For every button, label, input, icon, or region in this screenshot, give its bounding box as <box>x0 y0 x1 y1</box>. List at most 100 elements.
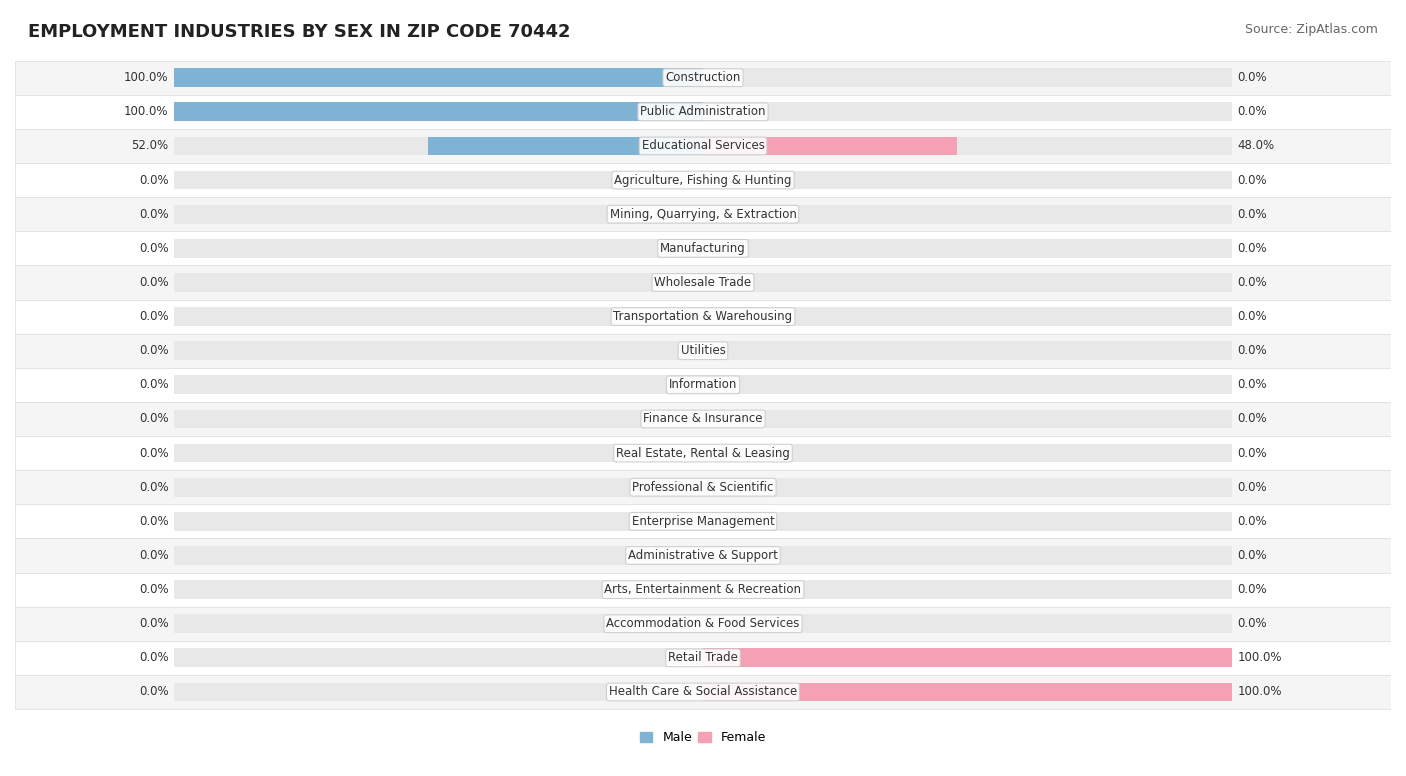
Bar <box>703 444 1232 462</box>
Text: 100.0%: 100.0% <box>124 71 169 84</box>
Text: 0.0%: 0.0% <box>1237 106 1267 118</box>
Bar <box>15 539 1391 573</box>
Bar <box>15 368 1391 402</box>
Bar <box>174 102 703 121</box>
Bar <box>703 273 1232 292</box>
Text: Enterprise Management: Enterprise Management <box>631 514 775 528</box>
Bar <box>174 546 703 565</box>
Text: 0.0%: 0.0% <box>139 651 169 664</box>
Text: 0.0%: 0.0% <box>1237 413 1267 425</box>
Bar <box>703 376 1232 394</box>
Bar <box>174 649 703 667</box>
Text: 0.0%: 0.0% <box>1237 583 1267 596</box>
Text: Source: ZipAtlas.com: Source: ZipAtlas.com <box>1244 23 1378 36</box>
Bar <box>15 675 1391 709</box>
Text: 0.0%: 0.0% <box>139 174 169 186</box>
Text: 0.0%: 0.0% <box>1237 379 1267 391</box>
Bar <box>703 410 1232 428</box>
Text: EMPLOYMENT INDUSTRIES BY SEX IN ZIP CODE 70442: EMPLOYMENT INDUSTRIES BY SEX IN ZIP CODE… <box>28 23 571 41</box>
Bar <box>703 649 1232 667</box>
Bar <box>703 615 1232 633</box>
Bar <box>703 205 1232 223</box>
Bar <box>15 129 1391 163</box>
Text: Public Administration: Public Administration <box>640 106 766 118</box>
Bar <box>174 171 703 189</box>
Bar <box>174 683 703 702</box>
Bar <box>15 436 1391 470</box>
Text: Wholesale Trade: Wholesale Trade <box>654 276 752 289</box>
Bar <box>703 239 1232 258</box>
Text: Finance & Insurance: Finance & Insurance <box>644 413 762 425</box>
Text: 100.0%: 100.0% <box>1237 651 1282 664</box>
Text: 0.0%: 0.0% <box>1237 276 1267 289</box>
Bar <box>703 546 1232 565</box>
Bar <box>174 580 703 599</box>
Text: 0.0%: 0.0% <box>1237 345 1267 357</box>
Bar <box>15 573 1391 607</box>
Bar <box>174 205 703 223</box>
Bar <box>703 649 1232 667</box>
Text: 0.0%: 0.0% <box>139 480 169 494</box>
Bar <box>15 95 1391 129</box>
Text: 0.0%: 0.0% <box>139 379 169 391</box>
Bar <box>703 137 1232 155</box>
Text: Agriculture, Fishing & Hunting: Agriculture, Fishing & Hunting <box>614 174 792 186</box>
Text: Educational Services: Educational Services <box>641 140 765 152</box>
Text: Health Care & Social Assistance: Health Care & Social Assistance <box>609 685 797 698</box>
Text: 0.0%: 0.0% <box>139 208 169 220</box>
Bar <box>703 341 1232 360</box>
Text: 0.0%: 0.0% <box>1237 617 1267 630</box>
Bar <box>703 102 1232 121</box>
Bar <box>703 171 1232 189</box>
Text: 0.0%: 0.0% <box>139 549 169 562</box>
Text: 52.0%: 52.0% <box>131 140 169 152</box>
Bar <box>15 265 1391 300</box>
Bar <box>174 615 703 633</box>
Text: Transportation & Warehousing: Transportation & Warehousing <box>613 310 793 323</box>
Bar <box>427 137 703 155</box>
Text: 0.0%: 0.0% <box>139 514 169 528</box>
Text: 0.0%: 0.0% <box>1237 71 1267 84</box>
Text: 0.0%: 0.0% <box>1237 480 1267 494</box>
Text: Arts, Entertainment & Recreation: Arts, Entertainment & Recreation <box>605 583 801 596</box>
Bar <box>174 68 703 87</box>
Text: Manufacturing: Manufacturing <box>661 242 745 255</box>
Bar <box>15 402 1391 436</box>
Bar <box>15 61 1391 95</box>
Bar <box>15 163 1391 197</box>
Text: Professional & Scientific: Professional & Scientific <box>633 480 773 494</box>
Text: 100.0%: 100.0% <box>1237 685 1282 698</box>
Text: 0.0%: 0.0% <box>1237 174 1267 186</box>
Text: 0.0%: 0.0% <box>139 345 169 357</box>
Bar <box>174 512 703 531</box>
Bar <box>15 470 1391 504</box>
Bar <box>174 273 703 292</box>
Text: 0.0%: 0.0% <box>139 685 169 698</box>
Text: 0.0%: 0.0% <box>1237 310 1267 323</box>
Bar <box>703 580 1232 599</box>
Bar <box>15 197 1391 231</box>
Text: Construction: Construction <box>665 71 741 84</box>
Text: Information: Information <box>669 379 737 391</box>
Text: 100.0%: 100.0% <box>124 106 169 118</box>
Text: Retail Trade: Retail Trade <box>668 651 738 664</box>
Text: Administrative & Support: Administrative & Support <box>628 549 778 562</box>
Bar <box>703 68 1232 87</box>
Text: 0.0%: 0.0% <box>139 617 169 630</box>
Bar <box>174 307 703 326</box>
Bar <box>15 231 1391 265</box>
Bar <box>703 683 1232 702</box>
Bar <box>174 376 703 394</box>
Text: 0.0%: 0.0% <box>139 447 169 459</box>
Bar <box>703 683 1232 702</box>
Bar <box>15 607 1391 641</box>
Bar <box>174 137 703 155</box>
Text: 0.0%: 0.0% <box>139 276 169 289</box>
Bar <box>703 478 1232 497</box>
Text: Mining, Quarrying, & Extraction: Mining, Quarrying, & Extraction <box>610 208 796 220</box>
Bar <box>703 512 1232 531</box>
Text: Utilities: Utilities <box>681 345 725 357</box>
Text: 0.0%: 0.0% <box>1237 242 1267 255</box>
Text: 0.0%: 0.0% <box>1237 514 1267 528</box>
Bar <box>703 307 1232 326</box>
